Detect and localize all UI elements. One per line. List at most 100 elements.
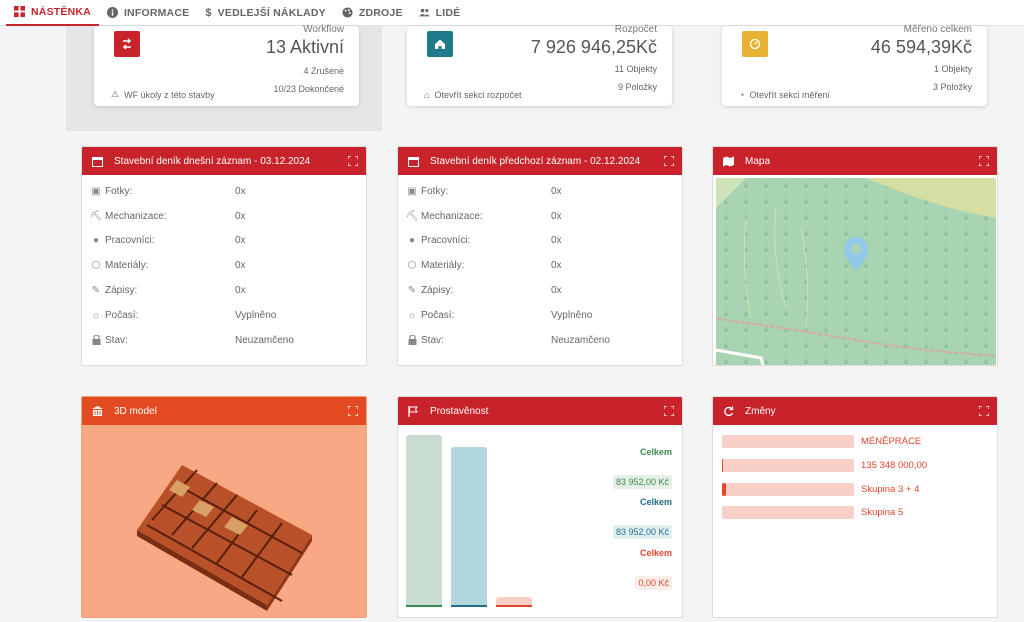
diary-previous-card: Stavební deník předchozí záznam - 02.12.… <box>397 146 683 366</box>
calendar-icon <box>92 155 104 167</box>
photo-icon: ▣ <box>407 185 417 197</box>
palette-icon <box>342 7 353 18</box>
top-nav: NÁSTĚNKA INFORMACE $ VEDLEJŠÍ NÁKLADY ZD… <box>0 0 1024 26</box>
row-label: Fotky: <box>421 185 449 197</box>
tab-label: INFORMACE <box>123 6 190 19</box>
kpi-label: Workflow <box>303 24 344 35</box>
lock-icon <box>90 334 102 346</box>
change-item[interactable]: 135 348 000,00 <box>722 459 927 472</box>
card-title: Mapa <box>745 155 771 167</box>
progress-value: 83 952,00 Kč <box>612 525 672 539</box>
kpi-label: Rozpočet <box>614 24 657 35</box>
row-value: 0x <box>551 235 562 247</box>
change-bar <box>722 435 854 448</box>
kpi-rozpocet[interactable]: Rozpočet 7 926 946,25Kč 11 Objekty 9 Pol… <box>407 24 672 106</box>
people-icon <box>418 8 430 17</box>
location-pin-icon[interactable] <box>842 236 870 272</box>
row-value: 0x <box>235 260 246 272</box>
worker-icon: ● <box>408 235 416 247</box>
tab-nastenka[interactable]: NÁSTĚNKA <box>6 0 99 26</box>
map-card: Mapa <box>712 146 998 366</box>
excavator-icon: ⛏ <box>89 210 103 222</box>
tab-label: LIDÉ <box>435 6 461 19</box>
diary-row-photos: ▣ Fotky: 0x <box>398 179 682 204</box>
excavator-icon: ⛏ <box>405 210 419 222</box>
kpi-link-label: WF úkoly z této stavby <box>124 89 215 100</box>
progress-bar <box>496 597 532 607</box>
change-item[interactable]: Skupina 5 <box>722 506 903 519</box>
diary-row-notes: ✎ Zápisy: 0x <box>398 278 682 303</box>
row-value: 0x <box>551 210 562 222</box>
card-title: Stavební deník předchozí záznam - 02.12.… <box>430 155 641 167</box>
change-bar <box>722 506 854 519</box>
card-title: Prostavěnost <box>430 405 489 417</box>
kpi-link[interactable]: ⚠ WF úkoly z této stavby <box>111 89 215 100</box>
changes-card: Změny MÉNĚPRÁCE 135 348 000,00 Skupina 3… <box>712 396 998 618</box>
row-label: Zápisy: <box>105 285 138 297</box>
card-header: Prostavěnost <box>398 397 682 425</box>
expand-icon[interactable] <box>979 156 989 166</box>
kpi-link[interactable]: ⌂ Otevřít sekci rozpočet <box>424 90 521 100</box>
expand-icon[interactable] <box>664 406 674 416</box>
card-header: 3D model <box>82 397 366 425</box>
photo-icon: ▣ <box>91 185 101 197</box>
progress-card: Prostavěnost Celkem 83 952,00 Kč Celkem … <box>397 396 683 618</box>
kpi-value: 7 926 946,25Kč <box>530 37 657 57</box>
diary-row-workers: ● Pracovníci: 0x <box>398 229 682 254</box>
card-header: Stavební deník dnešní záznam - 03.12.202… <box>82 147 366 175</box>
grid-icon <box>14 6 25 17</box>
sun-icon: ☼ <box>91 309 101 321</box>
kpi-link-label: Otevřít sekci rozpočet <box>434 90 522 100</box>
diary-row-machinery: ⛏ Mechanizace: 0x <box>398 204 682 229</box>
row-label: Počasí: <box>105 309 139 321</box>
map-tiles <box>716 178 996 365</box>
kpi-link[interactable]: ◔ Otevřít sekci měření <box>739 90 830 100</box>
row-label: Pracovníci: <box>421 235 471 247</box>
kpi-sub: 10/23 Dokončené <box>273 84 344 94</box>
expand-icon[interactable] <box>348 406 358 416</box>
expand-icon[interactable] <box>664 156 674 166</box>
tab-label: VEDLEJŠÍ NÁKLADY <box>217 6 326 19</box>
card-title: Stavební deník dnešní záznam - 03.12.202… <box>114 155 311 167</box>
row-value: 0x <box>551 285 562 297</box>
card-title: Změny <box>745 405 776 417</box>
change-item[interactable]: MÉNĚPRÁCE <box>722 435 921 448</box>
card-header: Stavební deník předchozí záznam - 02.12.… <box>398 147 682 175</box>
model3d-viewport[interactable] <box>82 425 366 617</box>
tab-zdroje[interactable]: ZDROJE <box>334 0 411 26</box>
diary-row-workers: ● Pracovníci: 0x <box>82 229 366 254</box>
diary-today-card: Stavební deník dnešní záznam - 03.12.202… <box>81 146 367 366</box>
row-value: Neuzamčeno <box>551 334 610 346</box>
diary-row-photos: ▣ Fotky: 0x <box>82 179 366 204</box>
change-item[interactable]: Skupina 3 + 4 <box>722 483 919 496</box>
diary-row-materials: ⬡ Materiály: 0x <box>398 253 682 278</box>
row-value: Vyplněno <box>235 309 277 321</box>
kpi-workflow[interactable]: Workflow 13 Aktivní 4 Zrušené 10/23 Doko… <box>94 24 359 106</box>
kpi-label: Měřeno celkem <box>903 24 972 35</box>
row-label: Materiály: <box>105 260 149 272</box>
change-bar <box>722 483 854 496</box>
map-view[interactable] <box>716 178 996 365</box>
tab-vedlejsi-naklady[interactable]: $ VEDLEJŠÍ NÁKLADY <box>197 0 334 26</box>
kpi-value: 46 594,39Kč <box>870 37 972 57</box>
tab-lide[interactable]: LIDÉ <box>411 0 469 26</box>
tab-informace[interactable]: INFORMACE <box>99 0 197 26</box>
expand-icon[interactable] <box>979 406 989 416</box>
expand-icon[interactable] <box>348 156 358 166</box>
map-icon <box>723 155 735 167</box>
diary-row-materials: ⬡ Materiály: 0x <box>82 253 366 278</box>
row-value: Vyplněno <box>551 309 593 321</box>
box-icon: ⬡ <box>91 260 101 272</box>
kpi-mereni[interactable]: Měřeno celkem 46 594,39Kč 1 Objekty 3 Po… <box>722 24 987 106</box>
kpi-value: 13 Aktivní <box>265 37 344 57</box>
gauge-icon <box>742 31 768 57</box>
calendar-icon <box>408 155 420 167</box>
model3d-card: 3D model <box>81 396 367 618</box>
card-title: 3D model <box>114 405 157 417</box>
progress-bar <box>406 435 442 607</box>
progress-bar <box>451 447 487 607</box>
change-bar-fill <box>722 483 726 496</box>
row-value: 0x <box>235 185 246 197</box>
diary-row-weather: ☼ Počasí: Vyplněno <box>82 303 366 328</box>
diary-row-status: Stav: Neuzamčeno <box>82 328 366 353</box>
